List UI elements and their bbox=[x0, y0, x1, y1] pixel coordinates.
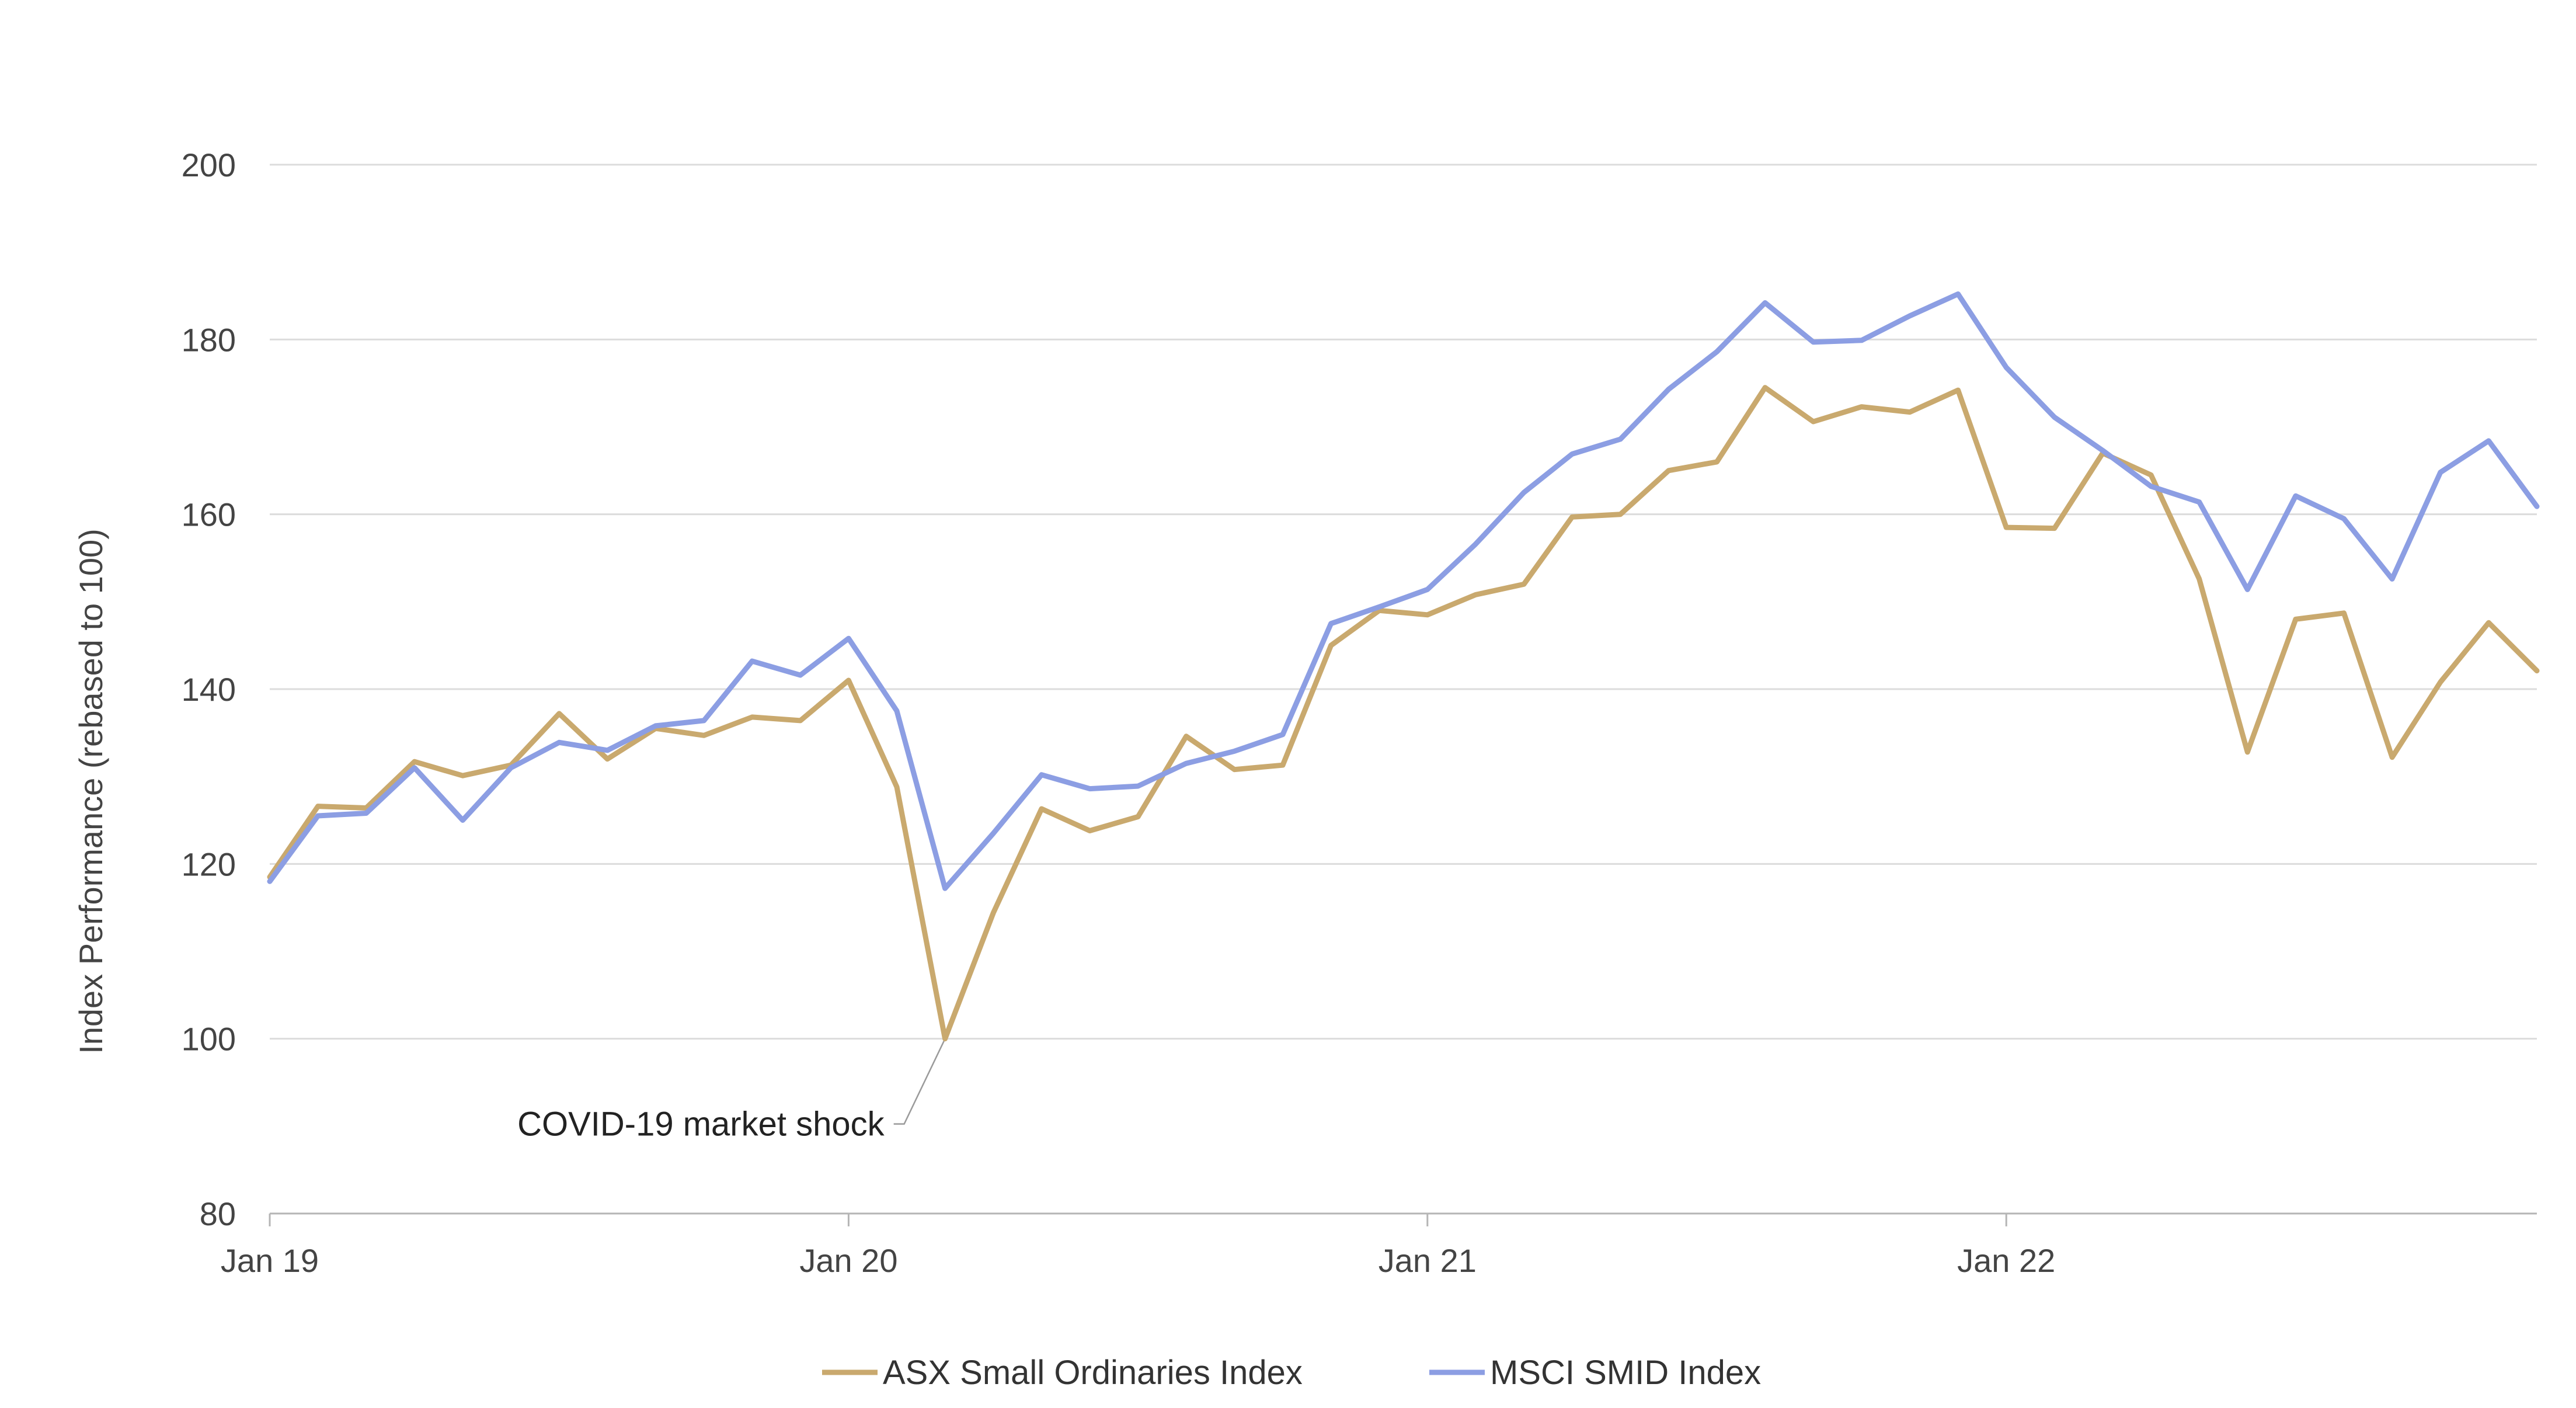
y-axis: 80 100 120 140 160 180 200 Index Performance (r… bbox=[72, 147, 236, 1232]
legend-item-asx-small-ordinaries: ASX Small Ordinaries Index bbox=[822, 1354, 1303, 1392]
y-tick-label: 120 bbox=[182, 846, 236, 882]
legend-label: ASX Small Ordinaries Index bbox=[883, 1354, 1303, 1392]
legend: ASX Small Ordinaries Index MSCI SMID Inde… bbox=[822, 1354, 1761, 1392]
y-tick-label: 140 bbox=[182, 671, 236, 708]
annotation-group: COVID-19 market shock bbox=[517, 1038, 946, 1143]
y-tick-label: 80 bbox=[200, 1195, 236, 1232]
x-axis: Jan 19 Jan 20 Jan 21 Jan 22 bbox=[221, 1212, 2537, 1279]
x-tick-label: Jan 22 bbox=[1957, 1242, 2055, 1279]
annotation-leader-line bbox=[893, 1038, 946, 1125]
y-tick-label: 180 bbox=[182, 321, 236, 358]
y-tick-label: 100 bbox=[182, 1021, 236, 1058]
x-tick-label: Jan 20 bbox=[799, 1242, 897, 1279]
series-lines bbox=[267, 291, 2540, 1042]
series-line-msci-smid bbox=[267, 291, 2540, 891]
x-tick-label: Jan 21 bbox=[1378, 1242, 1477, 1279]
annotation-label: COVID-19 market shock bbox=[517, 1105, 885, 1143]
y-axis-title: Index Performance (rebased to 100) bbox=[72, 529, 109, 1054]
gridlines bbox=[270, 164, 2537, 1040]
legend-label: MSCI SMID Index bbox=[1490, 1354, 1761, 1392]
y-tick-label: 200 bbox=[182, 147, 236, 183]
y-tick-label: 160 bbox=[182, 496, 236, 533]
legend-item-msci-smid: MSCI SMID Index bbox=[1429, 1354, 1761, 1392]
x-tick-label: Jan 19 bbox=[221, 1242, 319, 1279]
series-line-asx-small-ordinaries bbox=[267, 385, 2540, 1042]
